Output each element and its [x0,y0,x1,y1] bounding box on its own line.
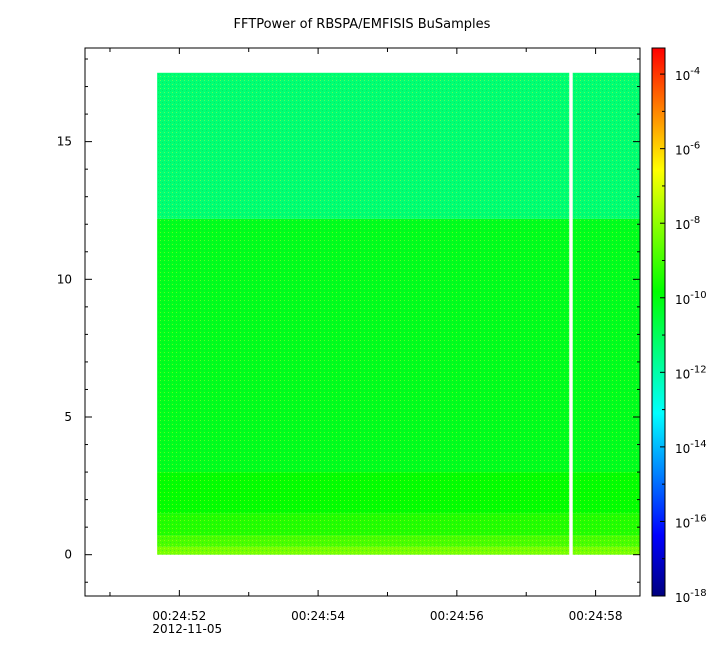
colorbar-label: 10-4 [675,66,700,83]
plot-frame [84,47,641,597]
chart-title: FFTPower of RBSPA/EMFISIS BuSamples [233,17,491,32]
heatmap-texture [157,72,640,555]
plot-area [84,47,641,597]
colorbar-label: 10-6 [675,141,700,158]
y-tick-label: 15 [57,135,72,149]
colorbar-label: 10-10 [675,290,707,307]
y-tick-label: 5 [64,410,72,424]
x-tick-label: 00:24:52 [152,609,206,623]
y-tick-label: 10 [57,272,72,286]
colorbar-label: 10-8 [675,215,700,232]
colorbar-scale [651,47,666,597]
y-axis: 0 5 10 15 [57,58,640,583]
x-tick-label: 00:24:54 [291,609,345,623]
colorbar-label: 10-16 [675,513,707,530]
colorbar: 10-4 10-6 10-8 10-10 10-12 10-14 10-16 10-18 [651,47,707,605]
data-gap [569,71,573,556]
colorbar-label: 10-18 [675,588,707,605]
y-tick-label: 0 [64,548,72,562]
x-tick-sublabel: 2012-11-05 [152,622,222,636]
colorbar-label: 10-12 [675,364,707,381]
x-tick-label: 00:24:56 [430,609,484,623]
colorbar-label: 10-14 [675,439,707,456]
x-tick-label: 00:24:58 [569,609,623,623]
